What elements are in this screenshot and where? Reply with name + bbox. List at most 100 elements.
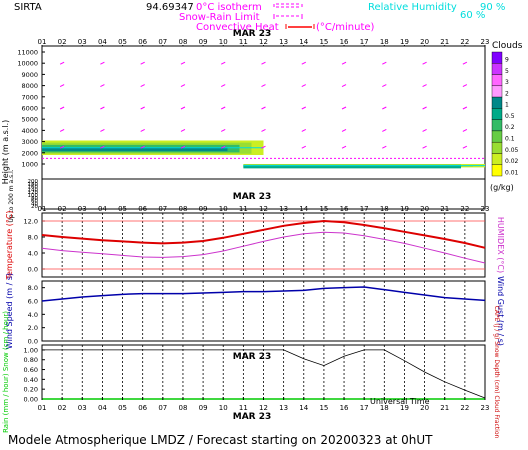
lower-height-tick-label: 20	[31, 204, 38, 210]
hour-tick-label-bottom: 02	[58, 404, 67, 412]
wind-barb	[301, 128, 306, 132]
temperature-axis-label: Temperature (°C)	[5, 210, 14, 280]
wind-barb	[140, 128, 145, 132]
hour-tick-label-mid: 06	[138, 205, 147, 213]
hour-tick-label-mid: 03	[78, 205, 87, 213]
y-tick-label: 4.0	[28, 250, 38, 258]
hour-tick-label-bottom: 17	[360, 404, 369, 412]
hour-tick-label-mid: 21	[440, 205, 449, 213]
hour-tick-label-top: 19	[400, 38, 409, 46]
wind-barb	[462, 145, 468, 149]
wind-barb	[100, 84, 105, 88]
wind-panel: 8.0 6.0 4.0 2.0 0.0	[28, 280, 486, 346]
hour-tick-label-top: 22	[460, 38, 469, 46]
colorbar-swatch	[491, 85, 503, 98]
rain-axis-label: Rain (mm / hour) Snow (cm / hour)	[2, 311, 10, 433]
y-tick-label: 0.0	[28, 338, 38, 346]
wind-speed-axis-label: Wind Speed (m / s)	[5, 273, 14, 349]
hour-tick-label-bottom: 01	[38, 404, 47, 412]
hour-tick-label-mid: 12	[259, 205, 268, 213]
hour-tick-label-top: 09	[199, 38, 208, 46]
y-tick-label: 0.60	[24, 366, 38, 374]
colorbar-swatch	[491, 51, 503, 64]
hour-tick-label-bottom: 20	[420, 404, 429, 412]
hour-tick-label-top: 21	[440, 38, 449, 46]
hour-tick-label-mid: 11	[239, 205, 248, 213]
colorbar-level-label: 3	[505, 79, 509, 86]
height-tick-label: 8000	[21, 82, 38, 90]
mid-hour-axis: 01 02 03 04 05 06 07 08 09 10 11 12 13 14 15 16 17 18 19 20…	[38, 205, 490, 213]
hour-tick-label-top: 18	[380, 38, 389, 46]
colorbar-swatch	[491, 96, 503, 109]
colorbar-level-label: 0.2	[505, 124, 515, 131]
hour-tick-label-bottom: 21	[440, 404, 449, 412]
lower-height-tick-label: 40	[31, 201, 38, 207]
wind-barb	[422, 84, 427, 88]
hour-tick-label-bottom: 06	[138, 404, 147, 412]
lower-height-label: Up to 200 m a.s.l.	[8, 169, 15, 222]
wind-barb	[100, 145, 105, 149]
colorbar-level-label: 0.01	[505, 169, 519, 176]
colorbar-level-label: 5	[505, 68, 509, 75]
humidex-line	[41, 231, 486, 264]
y-tick-label: 0.00	[24, 396, 38, 404]
wind-barb	[261, 145, 266, 149]
lower-height-tick-label: 60	[31, 199, 38, 205]
legend-conv-label: Convective Heat	[196, 22, 279, 33]
hour-tick-label-bottom: 19	[400, 404, 409, 412]
colorbar-level-label: 0.05	[505, 147, 519, 154]
wind-barb	[382, 106, 387, 110]
wind-barb	[422, 145, 427, 149]
cloud-panel: 11000 10000 9000 8000 7000 6000 5000 4000 3000 20…	[17, 45, 486, 210]
wind-barb	[301, 106, 306, 110]
hour-tick-label-mid: 15	[319, 205, 328, 213]
colorbar-swatch	[491, 108, 503, 120]
wind-barb	[382, 84, 387, 88]
colorbar-level-label: 0.02	[505, 158, 519, 165]
height-tick-label: 11000	[17, 49, 38, 57]
hour-tick-label-top: 03	[78, 38, 87, 46]
colorbar-swatch	[491, 164, 503, 177]
height-tick-label: 1000	[21, 161, 38, 169]
hour-tick-label-mid: 16	[340, 205, 349, 213]
wind-barb	[422, 128, 427, 132]
hour-tick-label-mid: 08	[178, 205, 187, 213]
hour-tick-label-top: 05	[118, 38, 127, 46]
legend-snow-label: Snow-Rain Limit	[179, 12, 260, 23]
wind-barb	[382, 145, 387, 149]
universal-time-label: Universal Time	[370, 397, 430, 406]
wind-barb	[462, 128, 468, 132]
height-axis-label: Height (m a.s.l.)	[1, 120, 10, 185]
temperature-panel: 12.0 8.0 4.0 0.0	[24, 212, 486, 278]
hour-tick-label-top: 11	[239, 38, 248, 46]
wind-barb	[100, 128, 105, 132]
y-tick-label: 0.80	[24, 356, 38, 364]
hour-tick-label-top: 06	[138, 38, 147, 46]
legend-rh-90: 90 %	[480, 2, 505, 13]
colorbar-unit: (g/kg)	[490, 183, 514, 192]
wind-barb	[140, 61, 145, 65]
lower-height-tick-label: 200	[28, 179, 39, 185]
colorbar-swatch	[491, 153, 503, 165]
wind-barb	[301, 61, 306, 65]
wind-barb	[221, 61, 226, 65]
wind-barb	[382, 61, 387, 65]
wind-barb	[382, 128, 387, 132]
lower-height-tick-label: 80	[31, 196, 38, 202]
date-label-rain: MAR 23	[233, 352, 272, 362]
hour-tick-label-bottom: 11	[239, 404, 248, 412]
wind-barb	[180, 106, 186, 110]
hour-tick-label-mid: 10	[219, 205, 228, 213]
wind-barb	[140, 106, 145, 110]
hour-tick-label-bottom: 14	[299, 404, 308, 412]
hour-tick-label-top: 15	[319, 38, 328, 46]
wind-barb	[341, 84, 347, 88]
lower-height-tick-label: 160	[28, 185, 39, 191]
lower-height-tick-label: 140	[28, 187, 39, 193]
colorbar-level-label: 9	[505, 57, 509, 64]
hour-tick-label-top: 23	[481, 38, 490, 46]
station-name: SIRTA	[14, 2, 42, 13]
wind-barb	[59, 84, 65, 88]
wind-barb	[462, 106, 468, 110]
wind-barb	[180, 84, 186, 88]
